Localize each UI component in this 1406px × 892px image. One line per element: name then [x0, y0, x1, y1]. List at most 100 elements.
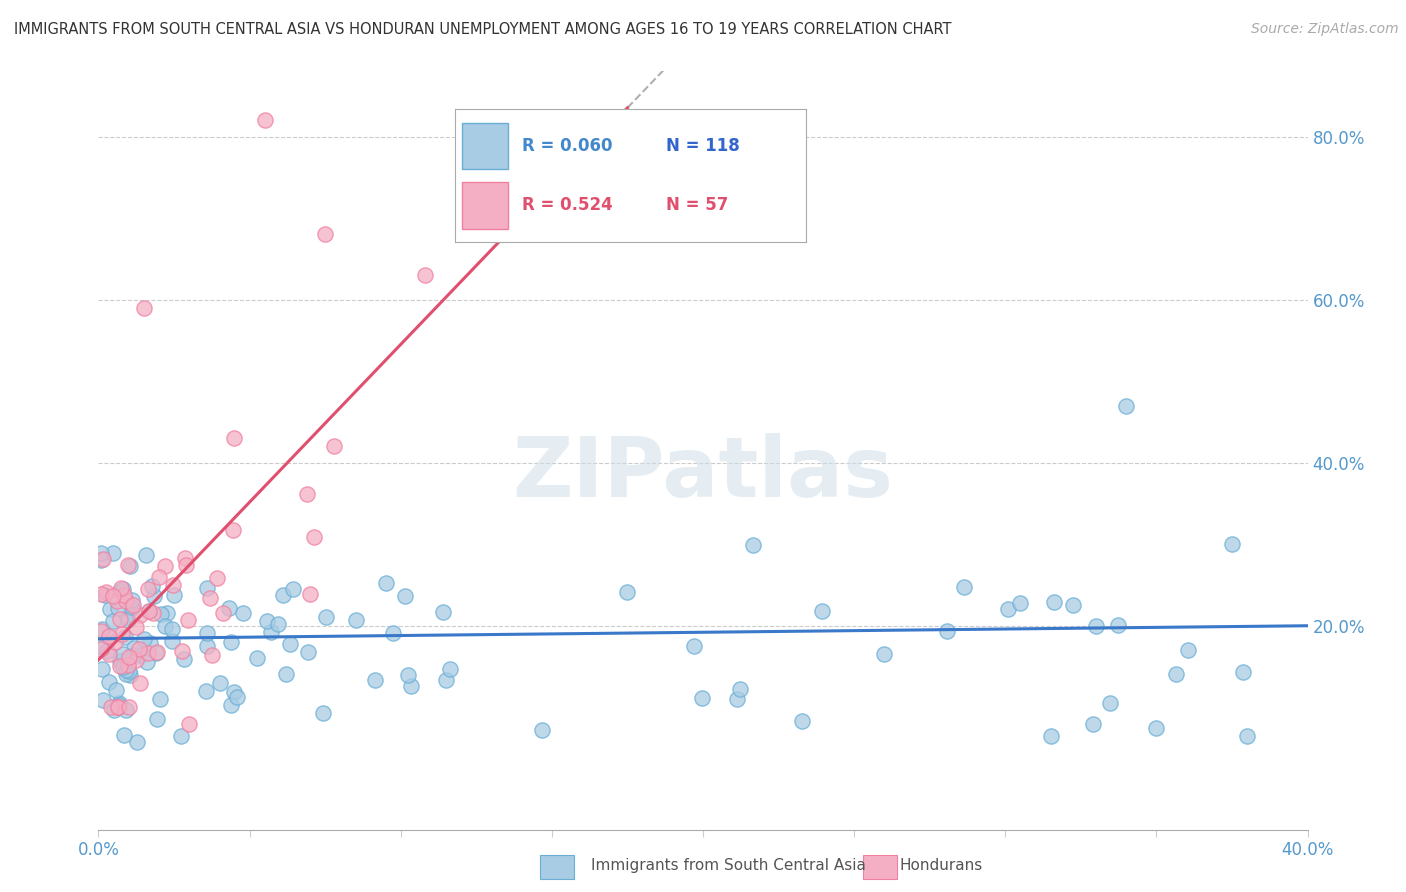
Point	[121, 598, 143, 612]
Point	[297, 645, 319, 659]
Point	[1008, 596, 1031, 610]
Point	[195, 626, 218, 640]
Point	[108, 696, 131, 710]
Point	[224, 431, 246, 445]
Point	[225, 690, 247, 705]
Point	[90, 587, 112, 601]
Point	[873, 647, 896, 661]
Point	[399, 679, 422, 693]
Point	[138, 604, 160, 618]
Point	[145, 712, 167, 726]
Point	[114, 630, 136, 644]
Point	[690, 691, 713, 706]
Point	[91, 692, 114, 706]
Point	[1164, 667, 1187, 681]
Point	[148, 570, 170, 584]
Point	[132, 632, 155, 646]
Point	[1236, 729, 1258, 743]
Point	[91, 552, 114, 566]
Point	[432, 605, 454, 619]
Point	[121, 599, 143, 614]
Point	[1232, 665, 1254, 679]
Point	[314, 227, 336, 242]
Point	[112, 647, 135, 661]
Text: Immigrants from South Central Asia: Immigrants from South Central Asia	[591, 858, 866, 872]
Point	[224, 685, 246, 699]
Point	[115, 703, 138, 717]
Point	[312, 706, 335, 721]
Point	[1085, 618, 1108, 632]
Point	[315, 609, 337, 624]
Point	[212, 607, 235, 621]
Point	[128, 641, 150, 656]
Point	[221, 635, 243, 649]
Point	[108, 583, 131, 598]
Point	[97, 675, 120, 690]
Point	[1039, 729, 1062, 743]
Point	[96, 643, 118, 657]
Point	[103, 703, 125, 717]
Point	[132, 301, 155, 315]
Point	[121, 593, 143, 607]
Point	[260, 625, 283, 640]
Point	[170, 730, 193, 744]
Point	[201, 648, 224, 662]
Point	[124, 641, 146, 656]
Point	[208, 676, 231, 690]
Point	[90, 546, 112, 560]
Point	[101, 614, 124, 628]
Point	[1177, 642, 1199, 657]
Point	[616, 585, 638, 599]
Point	[100, 700, 122, 714]
Point	[117, 558, 139, 572]
Point	[117, 614, 139, 628]
Point	[177, 614, 200, 628]
Point	[115, 594, 138, 608]
Point	[170, 644, 193, 658]
Point	[90, 622, 112, 636]
Point	[139, 636, 162, 650]
Point	[153, 619, 176, 633]
Point	[413, 268, 436, 282]
Point	[143, 589, 166, 603]
Point	[118, 649, 141, 664]
Point	[118, 664, 141, 678]
Point	[125, 735, 148, 749]
Point	[136, 655, 159, 669]
Point	[129, 676, 152, 690]
Point	[125, 620, 148, 634]
Point	[118, 668, 141, 682]
Text: ZIPatlas: ZIPatlas	[513, 433, 893, 514]
Point	[114, 663, 136, 677]
Point	[138, 604, 160, 618]
Point	[129, 648, 152, 663]
Point	[194, 684, 217, 698]
Point	[173, 550, 195, 565]
Point	[98, 647, 121, 661]
Point	[122, 648, 145, 663]
Point	[246, 651, 269, 665]
Point	[398, 667, 420, 681]
Point	[935, 624, 957, 639]
Point	[222, 523, 245, 537]
Point	[725, 692, 748, 706]
Point	[1107, 617, 1129, 632]
Point	[141, 579, 163, 593]
Point	[173, 652, 195, 666]
Point	[112, 588, 135, 602]
Point	[364, 673, 387, 687]
Point	[112, 728, 135, 742]
Point	[135, 548, 157, 562]
Point	[91, 662, 114, 676]
Point	[197, 639, 219, 653]
Point	[90, 624, 112, 639]
Point	[117, 658, 139, 673]
Point	[108, 612, 131, 626]
Point	[195, 581, 218, 595]
Point	[150, 607, 173, 621]
Point	[145, 646, 167, 660]
Point	[205, 571, 228, 585]
Point	[232, 606, 254, 620]
Point	[98, 602, 121, 616]
Point	[683, 639, 706, 653]
